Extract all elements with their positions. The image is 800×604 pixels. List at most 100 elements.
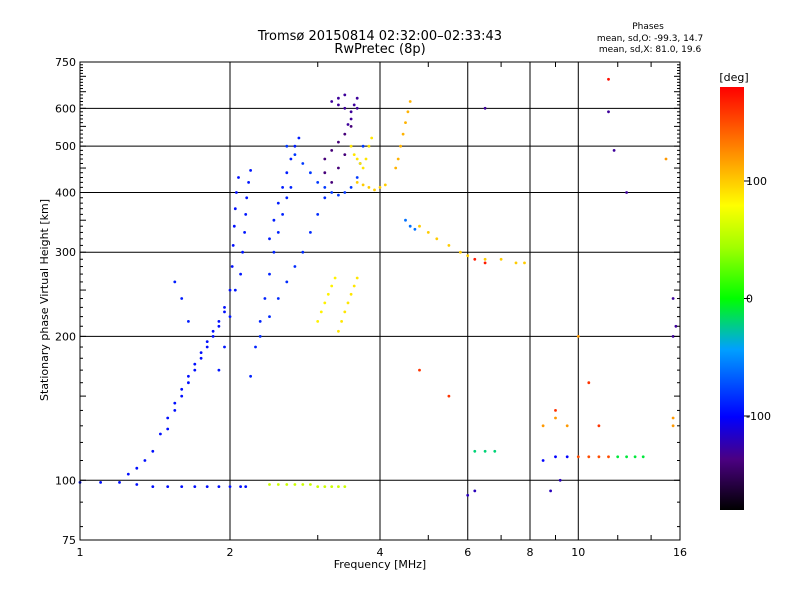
data-point (126, 472, 130, 476)
data-point (276, 483, 280, 486)
data-point (664, 157, 668, 161)
data-point (554, 455, 557, 459)
data-point (418, 368, 421, 372)
data-point (607, 455, 610, 459)
y-tick-label: 500 (55, 140, 76, 153)
data-point (237, 176, 240, 179)
data-point (349, 125, 353, 128)
data-point (396, 157, 400, 161)
data-point (576, 335, 580, 338)
data-point (554, 409, 557, 412)
data-point (447, 244, 451, 247)
data-point (173, 401, 177, 405)
grid (80, 62, 680, 540)
data-point (309, 171, 312, 175)
data-point (447, 394, 451, 398)
data-point (370, 136, 374, 140)
data-point (159, 432, 162, 436)
data-point (337, 96, 340, 100)
data-point (333, 276, 337, 280)
data-point (228, 315, 232, 318)
data-point (346, 123, 350, 126)
data-point (199, 351, 203, 354)
data-point (258, 335, 262, 338)
data-point (394, 166, 398, 170)
data-point (205, 485, 209, 488)
y-tick-label: 600 (55, 102, 76, 115)
data-point (367, 186, 371, 189)
phases-line-x: mean, sd,X: 81.0, 19.6 (599, 45, 702, 55)
x-tick-label: 16 (673, 546, 687, 559)
data-point (355, 276, 359, 280)
data-point (330, 181, 334, 184)
data-point (343, 153, 347, 157)
data-point (230, 265, 234, 268)
data-point (258, 320, 262, 323)
y-tick-label: 100 (55, 474, 76, 487)
data-point (349, 110, 353, 114)
data-point (587, 455, 591, 459)
data-point (263, 297, 267, 300)
data-point (625, 455, 628, 459)
data-point (316, 485, 320, 488)
data-point (239, 485, 243, 488)
data-point (193, 485, 197, 488)
data-point (301, 162, 305, 165)
data-point (361, 144, 365, 148)
data-point (276, 297, 280, 300)
data-point (674, 324, 678, 328)
data-point (576, 455, 580, 459)
data-point (180, 387, 184, 391)
data-point (241, 250, 245, 254)
data-point (607, 110, 610, 114)
data-point (587, 381, 591, 385)
data-point (245, 196, 249, 200)
x-axis-label: Frequency [MHz] (334, 558, 426, 571)
data-point (217, 485, 221, 488)
data-point (352, 103, 356, 107)
data-point (330, 100, 334, 103)
data-point (217, 324, 221, 328)
phases-line-o: mean, sd,O: -99.3, 14.7 (597, 34, 703, 44)
data-point (205, 340, 209, 343)
data-point (541, 424, 545, 428)
data-point (330, 149, 334, 152)
data-point (289, 186, 293, 189)
data-point (166, 416, 170, 420)
data-point (418, 224, 421, 228)
data-point (293, 153, 297, 157)
data-point (326, 292, 330, 296)
data-point (281, 186, 284, 189)
data-point (358, 162, 362, 165)
data-point (180, 485, 184, 488)
data-point (289, 157, 293, 161)
data-point (483, 449, 487, 453)
x-tick-label: 10 (571, 546, 585, 559)
y-tick-label: 400 (55, 186, 76, 199)
data-point (349, 292, 353, 296)
data-point (118, 481, 121, 484)
data-point (323, 485, 327, 488)
data-points (78, 77, 678, 497)
y-axis-label: Stationary phase Virtual Height [km] (38, 199, 51, 401)
data-point (319, 310, 323, 314)
data-point (180, 297, 184, 300)
data-point (233, 207, 237, 211)
data-point (187, 374, 190, 378)
data-point (355, 181, 359, 184)
data-point (285, 280, 289, 284)
data-point (249, 169, 253, 172)
y-tick-label: 750 (55, 56, 76, 69)
data-point (483, 257, 487, 261)
data-point (193, 362, 197, 366)
data-point (612, 149, 616, 152)
y-tick-label: 300 (55, 246, 76, 259)
data-point (223, 345, 226, 349)
data-point (135, 466, 139, 470)
data-point (244, 213, 248, 216)
data-point (514, 261, 518, 265)
data-point (641, 455, 645, 459)
data-point (597, 455, 601, 459)
